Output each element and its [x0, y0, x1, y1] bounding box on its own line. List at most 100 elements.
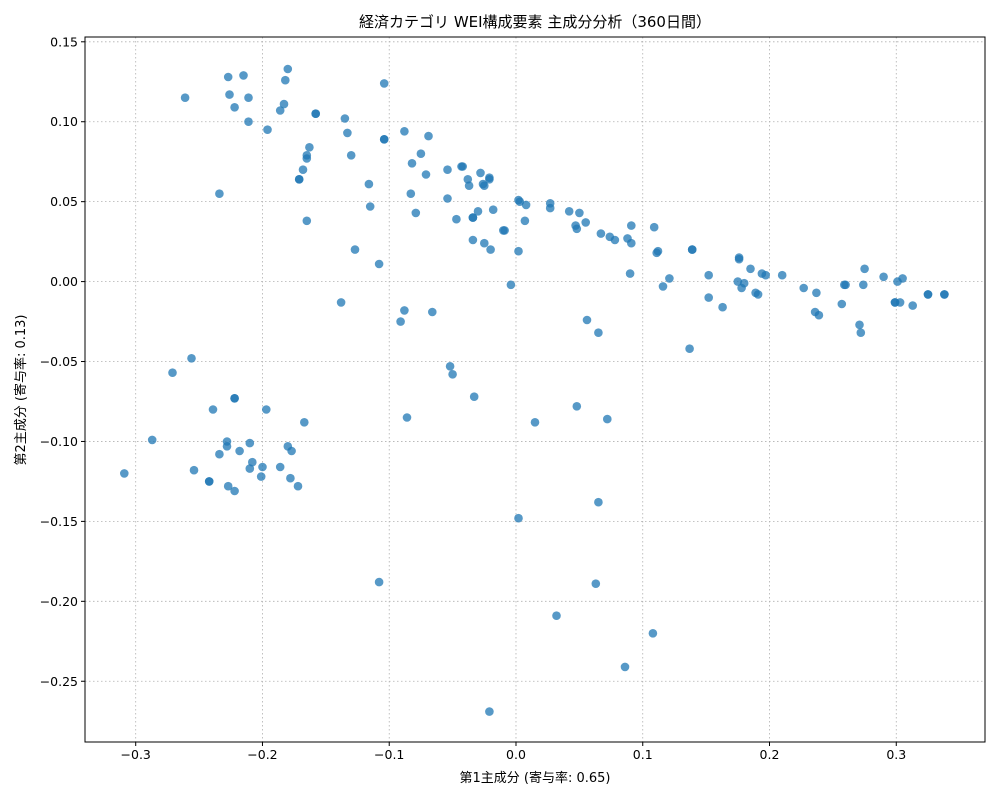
- y-tick-label: 0.05: [50, 194, 78, 209]
- scatter-point: [256, 472, 266, 481]
- scatter-point: [572, 224, 582, 234]
- scatter-point: [279, 99, 289, 109]
- scatter-point: [506, 280, 516, 290]
- y-tick-label: −0.10: [40, 434, 78, 449]
- scatter-point: [443, 194, 452, 203]
- scatter-point: [594, 328, 603, 338]
- scatter-point: [445, 362, 455, 371]
- scatter-point: [940, 290, 949, 299]
- scatter-point: [281, 75, 290, 85]
- grid-lines: [85, 37, 985, 742]
- scatter-point: [620, 662, 630, 672]
- scatter-point: [300, 418, 309, 427]
- scatter-point: [424, 131, 433, 141]
- scatter-point: [665, 274, 674, 283]
- scatter-point: [500, 226, 509, 235]
- scatter-point: [374, 577, 384, 587]
- plot-frame: [84, 36, 986, 743]
- x-axis-label: 第1主成分 (寄与率: 0.65): [459, 770, 610, 786]
- scatter-point: [350, 245, 360, 254]
- scatter-point: [704, 293, 713, 302]
- scatter-point: [258, 462, 267, 472]
- scatter-point: [396, 317, 405, 326]
- scatter-point: [293, 481, 303, 491]
- scatter-point: [302, 216, 312, 226]
- scatter-point: [627, 238, 636, 248]
- scatter-point: [841, 280, 850, 290]
- scatter-point: [365, 202, 375, 211]
- scatter-point: [411, 208, 421, 218]
- scatter-point: [400, 306, 409, 315]
- scatter-point: [244, 117, 253, 126]
- x-tick-label: −0.1: [374, 747, 404, 762]
- scatter-point: [734, 254, 744, 264]
- scatter-point: [230, 486, 239, 496]
- y-tick-label: 0.15: [50, 34, 78, 49]
- scatter-point: [514, 246, 523, 256]
- scatter-point: [421, 170, 431, 179]
- scatter-point: [581, 218, 590, 227]
- scatter-point: [520, 216, 530, 226]
- scatter-point: [610, 235, 620, 245]
- x-tick-label: 0.2: [760, 747, 780, 762]
- scatter-point: [379, 135, 389, 144]
- scatter-point: [239, 71, 248, 80]
- scatter-point: [777, 270, 787, 280]
- y-tick-label: −0.15: [40, 514, 78, 529]
- scatter-point: [406, 189, 416, 198]
- scatter-point: [879, 272, 888, 282]
- scatter-point: [739, 278, 749, 288]
- scatter-point: [374, 259, 384, 269]
- scatter-point: [552, 611, 561, 620]
- scatter-point: [488, 205, 498, 214]
- scatter-point: [476, 168, 485, 178]
- scatter-point: [652, 248, 661, 258]
- scatter-point: [245, 438, 255, 448]
- scatter-point: [658, 282, 668, 291]
- chart-title: 経済カテゴリ WEI構成要素 主成分分析（360日間）: [359, 13, 711, 31]
- scatter-point: [168, 368, 177, 378]
- scatter-point: [225, 90, 234, 99]
- scatter-point: [263, 125, 272, 134]
- scatter-point: [485, 175, 494, 184]
- scatter-point: [837, 299, 847, 309]
- scatter-point: [222, 442, 232, 451]
- scatter-point: [545, 203, 555, 213]
- scatter-point: [464, 181, 474, 190]
- scatter-point: [468, 235, 478, 245]
- x-tick-label: 0.0: [506, 747, 526, 762]
- scatter-point: [286, 473, 295, 483]
- scatter-point: [443, 165, 452, 174]
- scatter-point: [575, 208, 584, 218]
- scatter-point: [582, 315, 592, 325]
- scatter-point: [262, 405, 271, 414]
- scatter-point: [704, 270, 713, 280]
- scatter-point: [530, 418, 540, 427]
- scatter-point: [180, 93, 190, 102]
- scatter-point: [625, 269, 635, 278]
- scatter-point: [591, 579, 601, 588]
- y-tick-label: −0.05: [40, 354, 78, 369]
- scatter-point: [753, 290, 763, 299]
- scatter-point: [478, 179, 488, 189]
- scatter-point: [244, 93, 253, 102]
- scatter-point: [283, 64, 293, 74]
- scatter-point: [204, 477, 214, 486]
- scatter-point: [305, 143, 314, 152]
- scatter-point: [298, 165, 308, 174]
- scatter-point: [572, 402, 582, 411]
- scatter-point: [400, 127, 409, 136]
- y-axis-ticks: −0.25 −0.20 −0.15 −0.10 −0.05 0.00 0.05 0.10 0.1…: [40, 34, 85, 689]
- scatter-point: [594, 497, 603, 507]
- scatter-point: [364, 179, 374, 189]
- x-tick-label: −0.2: [247, 747, 277, 762]
- x-tick-label: 0.1: [633, 747, 653, 762]
- scatter-point: [275, 106, 285, 115]
- scatter-point: [379, 79, 389, 88]
- scatter-point: [235, 446, 244, 456]
- scatter-point: [416, 149, 426, 158]
- scatter-point: [898, 274, 907, 283]
- scatter-point: [120, 469, 129, 478]
- scatter-point: [469, 392, 479, 402]
- scatter-point: [343, 128, 352, 138]
